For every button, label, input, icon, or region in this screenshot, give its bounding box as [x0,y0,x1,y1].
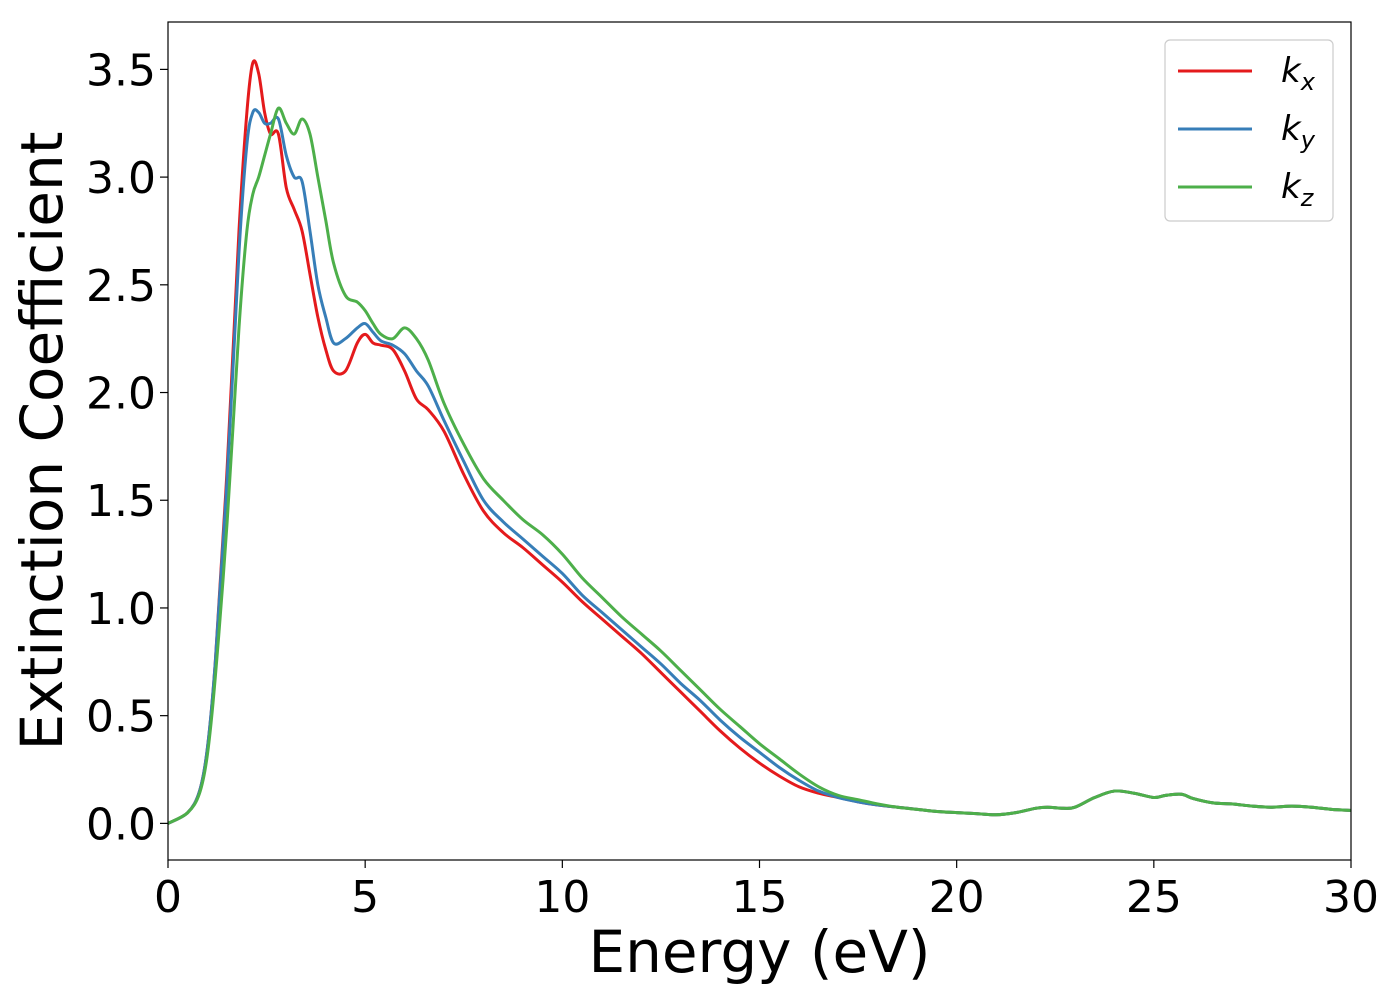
y-axis-title: Extinction Coefficient [8,132,76,751]
y-tick-label: 1.0 [86,584,156,635]
y-tick-label: 1.5 [86,476,156,527]
y-tick-label: 2.5 [86,261,156,312]
x-axis: 0 5 10 15 20 25 30 [154,860,1379,923]
x-tick-label: 15 [732,872,788,923]
x-axis-title: Energy (eV) [588,918,930,986]
series-line-z [168,106,1351,825]
legend: kx ky kz [1164,39,1334,222]
x-tick-label: 5 [351,872,379,923]
y-tick-label: 3.0 [86,153,156,204]
x-tick-label: 20 [929,872,985,923]
y-tick-label: 0.5 [86,692,156,743]
series-layer [168,59,1351,825]
x-tick-label: 10 [534,872,590,923]
legend-label-z: kz [1281,167,1315,212]
y-tick-label: 3.5 [86,45,156,96]
y-tick-label: 0.0 [86,799,156,850]
y-axis: 0.0 0.5 1.0 1.5 2.0 2.5 3.0 3.5 [86,45,168,850]
x-tick-label: 30 [1323,872,1379,923]
x-tick-label: 0 [154,872,182,923]
legend-label-y: ky [1281,109,1316,154]
legend-label-x: kx [1281,51,1316,96]
y-tick-label: 2.0 [86,369,156,420]
x-tick-label: 25 [1126,872,1182,923]
